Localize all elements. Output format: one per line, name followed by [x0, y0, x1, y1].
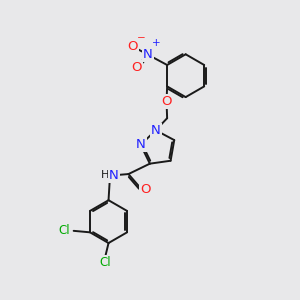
Text: Cl: Cl: [99, 256, 111, 269]
Text: N: N: [109, 169, 118, 182]
Text: N: N: [151, 124, 160, 137]
Text: O: O: [127, 40, 138, 53]
Text: N: N: [136, 138, 146, 151]
Text: +: +: [152, 38, 160, 48]
Text: O: O: [161, 95, 172, 108]
Text: O: O: [140, 183, 151, 196]
Text: Cl: Cl: [58, 224, 70, 237]
Text: O: O: [131, 61, 142, 74]
Text: −: −: [136, 33, 145, 43]
Text: H: H: [101, 170, 110, 180]
Text: N: N: [143, 48, 153, 61]
